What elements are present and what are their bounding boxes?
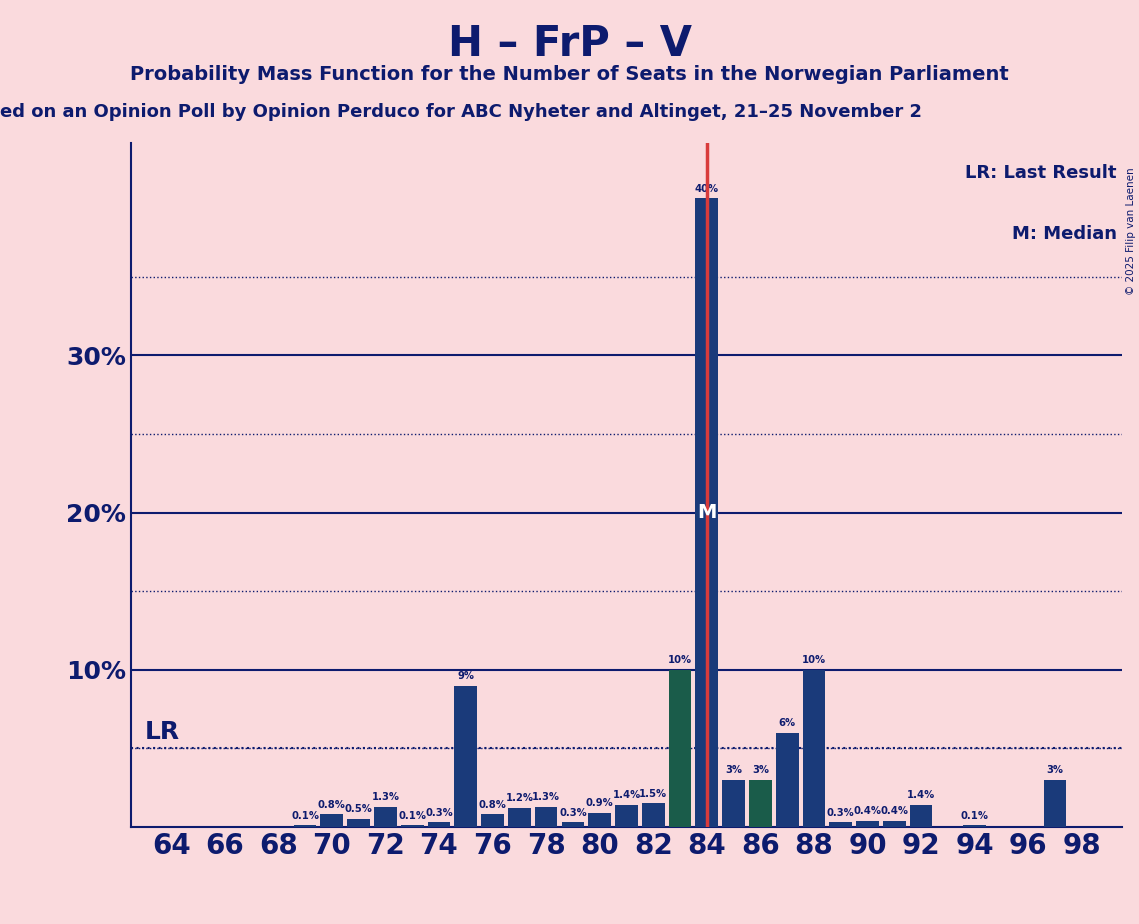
Text: Probability Mass Function for the Number of Seats in the Norwegian Parliament: Probability Mass Function for the Number… bbox=[130, 65, 1009, 84]
Bar bbox=[669, 670, 691, 827]
Text: 40%: 40% bbox=[695, 184, 719, 193]
Text: M: Median: M: Median bbox=[1011, 225, 1117, 243]
Text: 0.5%: 0.5% bbox=[345, 805, 372, 814]
Bar bbox=[294, 825, 317, 827]
Text: © 2025 Filip van Laenen: © 2025 Filip van Laenen bbox=[1125, 167, 1136, 295]
Text: ed on an Opinion Poll by Opinion Perduco for ABC Nyheter and Altinget, 21–25 Nov: ed on an Opinion Poll by Opinion Perduco… bbox=[0, 103, 921, 121]
Bar bbox=[562, 822, 584, 827]
Text: 1.4%: 1.4% bbox=[613, 790, 640, 800]
Bar bbox=[1043, 780, 1066, 827]
Text: 0.4%: 0.4% bbox=[880, 806, 908, 816]
Bar bbox=[964, 825, 986, 827]
Text: M: M bbox=[697, 503, 716, 522]
Text: 1.4%: 1.4% bbox=[907, 790, 935, 800]
Text: 0.3%: 0.3% bbox=[425, 808, 453, 818]
Bar bbox=[696, 199, 719, 827]
Bar bbox=[803, 670, 826, 827]
Text: 6%: 6% bbox=[779, 718, 796, 728]
Text: H – FrP – V: H – FrP – V bbox=[448, 23, 691, 65]
Bar bbox=[588, 813, 611, 827]
Bar bbox=[534, 807, 557, 827]
Text: 1.5%: 1.5% bbox=[639, 789, 667, 798]
Text: 1.3%: 1.3% bbox=[371, 792, 400, 802]
Text: 0.4%: 0.4% bbox=[853, 806, 882, 816]
Bar bbox=[481, 814, 503, 827]
Bar bbox=[642, 803, 665, 827]
Text: 10%: 10% bbox=[667, 655, 693, 665]
Bar bbox=[883, 821, 906, 827]
Text: 0.8%: 0.8% bbox=[478, 799, 507, 809]
Bar bbox=[374, 807, 396, 827]
Text: 0.1%: 0.1% bbox=[960, 810, 989, 821]
Bar bbox=[910, 805, 933, 827]
Text: LR: Last Result: LR: Last Result bbox=[966, 164, 1117, 182]
Bar bbox=[320, 814, 343, 827]
Bar bbox=[722, 780, 745, 827]
Text: 0.1%: 0.1% bbox=[399, 810, 426, 821]
Bar bbox=[454, 686, 477, 827]
Bar bbox=[508, 808, 531, 827]
Bar bbox=[615, 805, 638, 827]
Bar bbox=[857, 821, 879, 827]
Bar bbox=[347, 819, 370, 827]
Text: 0.3%: 0.3% bbox=[827, 808, 854, 818]
Text: 0.3%: 0.3% bbox=[559, 808, 587, 818]
Bar bbox=[749, 780, 772, 827]
Bar bbox=[401, 825, 424, 827]
Text: 3%: 3% bbox=[1047, 765, 1064, 775]
Text: 0.1%: 0.1% bbox=[292, 810, 319, 821]
Bar bbox=[829, 822, 852, 827]
Bar bbox=[427, 822, 450, 827]
Text: 0.9%: 0.9% bbox=[585, 798, 614, 808]
Text: 0.8%: 0.8% bbox=[318, 799, 346, 809]
Text: 3%: 3% bbox=[726, 765, 743, 775]
Text: 1.2%: 1.2% bbox=[506, 794, 533, 803]
Text: 10%: 10% bbox=[802, 655, 826, 665]
Text: 3%: 3% bbox=[752, 765, 769, 775]
Text: LR: LR bbox=[145, 720, 180, 744]
Bar bbox=[776, 733, 798, 827]
Text: 1.3%: 1.3% bbox=[532, 792, 560, 802]
Text: 9%: 9% bbox=[457, 671, 474, 681]
